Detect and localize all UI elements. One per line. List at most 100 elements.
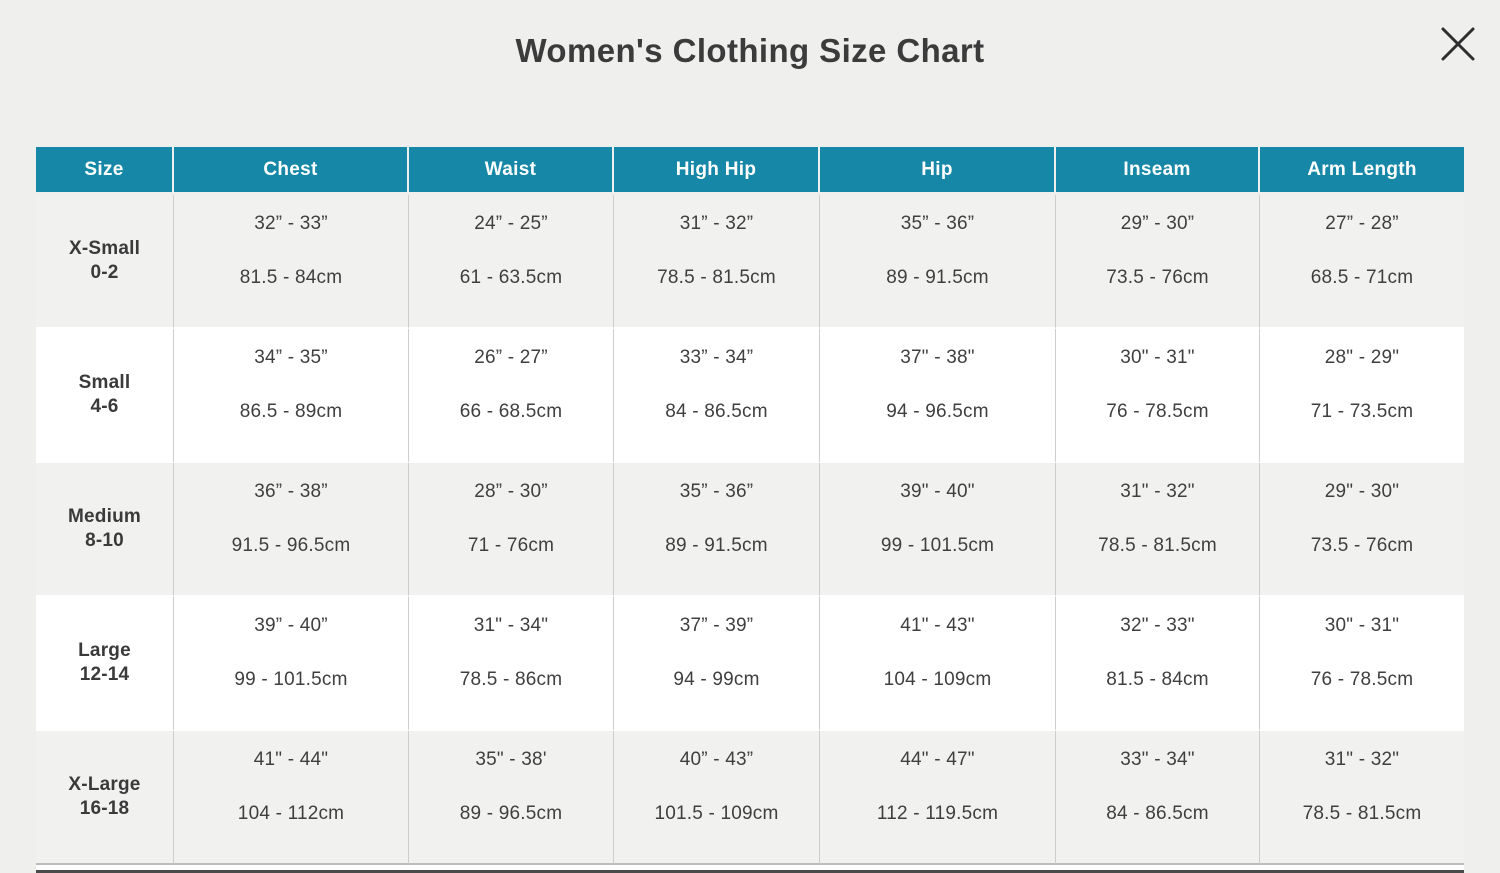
size-name: X-Large: [68, 773, 141, 795]
size-name: Large: [78, 639, 131, 661]
cell-hip: 35” - 36” 89 - 91.5cm: [820, 195, 1056, 329]
close-icon: [1441, 27, 1475, 61]
measurement-cm: 104 - 112cm: [237, 803, 345, 824]
column-header-hip: Hip: [820, 147, 1056, 195]
measurement-inches: 26” - 27”: [474, 347, 548, 368]
cell-waist: 28” - 30” 71 - 76cm: [409, 463, 614, 597]
cell-inseam: 29” - 30” 73.5 - 76cm: [1056, 195, 1260, 329]
cell-arm-length: 29" - 30" 73.5 - 76cm: [1260, 463, 1464, 597]
size-range: 16-18: [79, 798, 130, 819]
size-name: Medium: [68, 505, 141, 527]
measurement-inches: 41" - 44": [253, 749, 329, 770]
size-name: X-Small: [68, 237, 141, 259]
row-label-x-large: X-Large 16-18: [36, 731, 174, 865]
column-header-high-hip: High Hip: [614, 147, 820, 195]
measurement-inches: 31” - 32”: [679, 213, 754, 234]
measurement-cm: 73.5 - 76cm: [1310, 535, 1414, 556]
measurement-inches: 35" - 38': [475, 749, 547, 770]
size-name: Small: [78, 371, 131, 393]
row-label-large: Large 12-14: [36, 597, 174, 731]
measurement-cm: 78.5 - 81.5cm: [1302, 803, 1422, 824]
measurement-cm: 81.5 - 84cm: [239, 267, 343, 288]
measurement-cm: 84 - 86.5cm: [1106, 803, 1209, 824]
measurement-cm: 61 - 63.5cm: [459, 267, 563, 288]
size-range: 12-14: [79, 664, 130, 685]
measurement-inches: 41" - 43": [900, 615, 975, 636]
measurement-cm: 99 - 101.5cm: [234, 669, 348, 690]
cell-inseam: 33" - 34" 84 - 86.5cm: [1056, 731, 1260, 865]
measurement-inches: 28” - 30”: [474, 481, 548, 502]
measurement-inches: 31" - 34": [473, 615, 549, 636]
measurement-inches: 29" - 30": [1324, 481, 1400, 502]
measurement-cm: 71 - 73.5cm: [1310, 401, 1414, 422]
cell-hip: 39" - 40" 99 - 101.5cm: [820, 463, 1056, 597]
measurement-cm: 89 - 96.5cm: [459, 803, 563, 824]
header-row: Size Chest Waist High Hip Hip Inseam Arm…: [36, 147, 1464, 195]
row-label-x-small: X-Small 0-2: [36, 195, 174, 329]
table-bottom-gap: [36, 865, 1464, 870]
table-row-small: Small 4-6 34” - 35” 86.5 - 89cm 26” - 27…: [36, 329, 1464, 463]
column-header-size: Size: [36, 147, 174, 195]
cell-arm-length: 31" - 32" 78.5 - 81.5cm: [1260, 731, 1464, 865]
cell-chest: 41" - 44" 104 - 112cm: [174, 731, 409, 865]
measurement-cm: 101.5 - 109cm: [654, 803, 779, 824]
measurement-cm: 104 - 109cm: [883, 669, 992, 690]
measurement-inches: 32" - 33": [1120, 615, 1195, 636]
cell-chest: 32” - 33” 81.5 - 84cm: [174, 195, 409, 329]
cell-chest: 39” - 40” 99 - 101.5cm: [174, 597, 409, 731]
table-row-large: Large 12-14 39” - 40” 99 - 101.5cm 31" -…: [36, 597, 1464, 731]
measurement-inches: 28" - 29": [1324, 347, 1400, 368]
measurement-inches: 39" - 40": [900, 481, 975, 502]
column-header-inseam: Inseam: [1056, 147, 1260, 195]
cell-hip: 37" - 38" 94 - 96.5cm: [820, 329, 1056, 463]
measurement-inches: 33” - 34”: [679, 347, 754, 368]
measurement-inches: 31" - 32": [1324, 749, 1400, 770]
column-header-waist: Waist: [409, 147, 614, 195]
cell-arm-length: 28" - 29" 71 - 73.5cm: [1260, 329, 1464, 463]
measurement-inches: 30" - 31": [1324, 615, 1400, 636]
measurement-cm: 89 - 91.5cm: [665, 535, 768, 556]
cell-inseam: 30" - 31" 76 - 78.5cm: [1056, 329, 1260, 463]
table-row-x-large: X-Large 16-18 41" - 44" 104 - 112cm 35" …: [36, 731, 1464, 865]
measurement-cm: 94 - 99cm: [673, 669, 760, 690]
cell-waist: 24” - 25” 61 - 63.5cm: [409, 195, 614, 329]
measurement-inches: 34” - 35”: [254, 347, 328, 368]
measurement-cm: 99 - 101.5cm: [880, 535, 995, 556]
cell-inseam: 32" - 33" 81.5 - 84cm: [1056, 597, 1260, 731]
measurement-cm: 78.5 - 81.5cm: [657, 267, 776, 288]
measurement-cm: 86.5 - 89cm: [239, 401, 343, 422]
measurement-inches: 36” - 38”: [254, 481, 328, 502]
cell-inseam: 31" - 32" 78.5 - 81.5cm: [1056, 463, 1260, 597]
measurement-cm: 78.5 - 86cm: [459, 669, 563, 690]
cell-waist: 35" - 38' 89 - 96.5cm: [409, 731, 614, 865]
cell-high-hip: 31” - 32” 78.5 - 81.5cm: [614, 195, 820, 329]
measurement-inches: 35” - 36”: [679, 481, 754, 502]
size-range: 4-6: [90, 396, 119, 417]
table-row-x-small: X-Small 0-2 32” - 33” 81.5 - 84cm 24” - …: [36, 195, 1464, 329]
measurement-inches: 35” - 36”: [900, 213, 975, 234]
measurement-cm: 76 - 78.5cm: [1106, 401, 1209, 422]
measurement-cm: 76 - 78.5cm: [1310, 669, 1414, 690]
measurement-cm: 78.5 - 81.5cm: [1098, 535, 1217, 556]
column-header-arm-length: Arm Length: [1260, 147, 1464, 195]
column-header-chest: Chest: [174, 147, 409, 195]
cell-arm-length: 30" - 31" 76 - 78.5cm: [1260, 597, 1464, 731]
cell-hip: 41" - 43" 104 - 109cm: [820, 597, 1056, 731]
size-range: 0-2: [90, 262, 119, 283]
cell-high-hip: 33” - 34” 84 - 86.5cm: [614, 329, 820, 463]
measurement-cm: 81.5 - 84cm: [1106, 669, 1209, 690]
cell-arm-length: 27” - 28” 68.5 - 71cm: [1260, 195, 1464, 329]
page-title: Women's Clothing Size Chart: [515, 32, 985, 69]
measurement-inches: 37” - 39”: [679, 615, 754, 636]
measurement-inches: 29” - 30”: [1120, 213, 1195, 234]
size-chart-table: Size Chest Waist High Hip Hip Inseam Arm…: [36, 147, 1464, 873]
cell-high-hip: 35” - 36” 89 - 91.5cm: [614, 463, 820, 597]
cell-waist: 26” - 27” 66 - 68.5cm: [409, 329, 614, 463]
measurement-cm: 94 - 96.5cm: [886, 401, 989, 422]
table-row-medium: Medium 8-10 36” - 38” 91.5 - 96.5cm 28” …: [36, 463, 1464, 597]
cell-hip: 44" - 47" 112 - 119.5cm: [820, 731, 1056, 865]
measurement-cm: 73.5 - 76cm: [1106, 267, 1209, 288]
measurement-cm: 66 - 68.5cm: [459, 401, 563, 422]
measurement-inches: 33" - 34": [1120, 749, 1195, 770]
close-button[interactable]: [1432, 18, 1484, 70]
